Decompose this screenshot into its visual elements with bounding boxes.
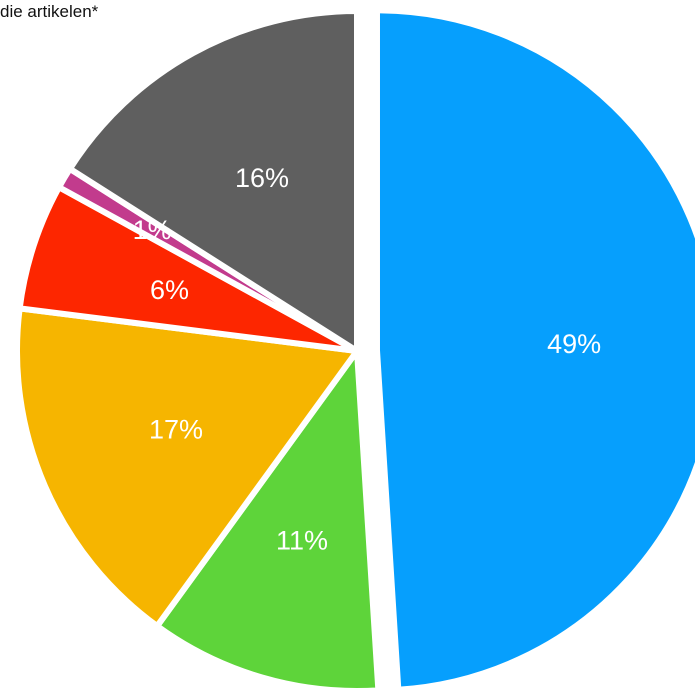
pie-slice-label-2: 11%	[276, 525, 328, 555]
pie-slice-label-1: 49%	[547, 329, 601, 359]
pie-slice-label-4: 6%	[150, 275, 189, 305]
pie-slices	[14, 7, 695, 694]
pie-labels: 49% 11% 17% 6% 1% 16%	[133, 163, 602, 555]
pie-slice-label-3: 17%	[149, 414, 203, 444]
pie-slice-label-6: 16%	[235, 163, 289, 193]
chart-title: die artikelen*	[0, 2, 99, 21]
pie-slice-label-5: 1%	[133, 215, 172, 245]
pie-slice-1	[373, 7, 695, 693]
pie-slice-2	[152, 342, 382, 694]
pie-slice-3	[14, 305, 363, 631]
pie-slice-6	[65, 7, 360, 357]
